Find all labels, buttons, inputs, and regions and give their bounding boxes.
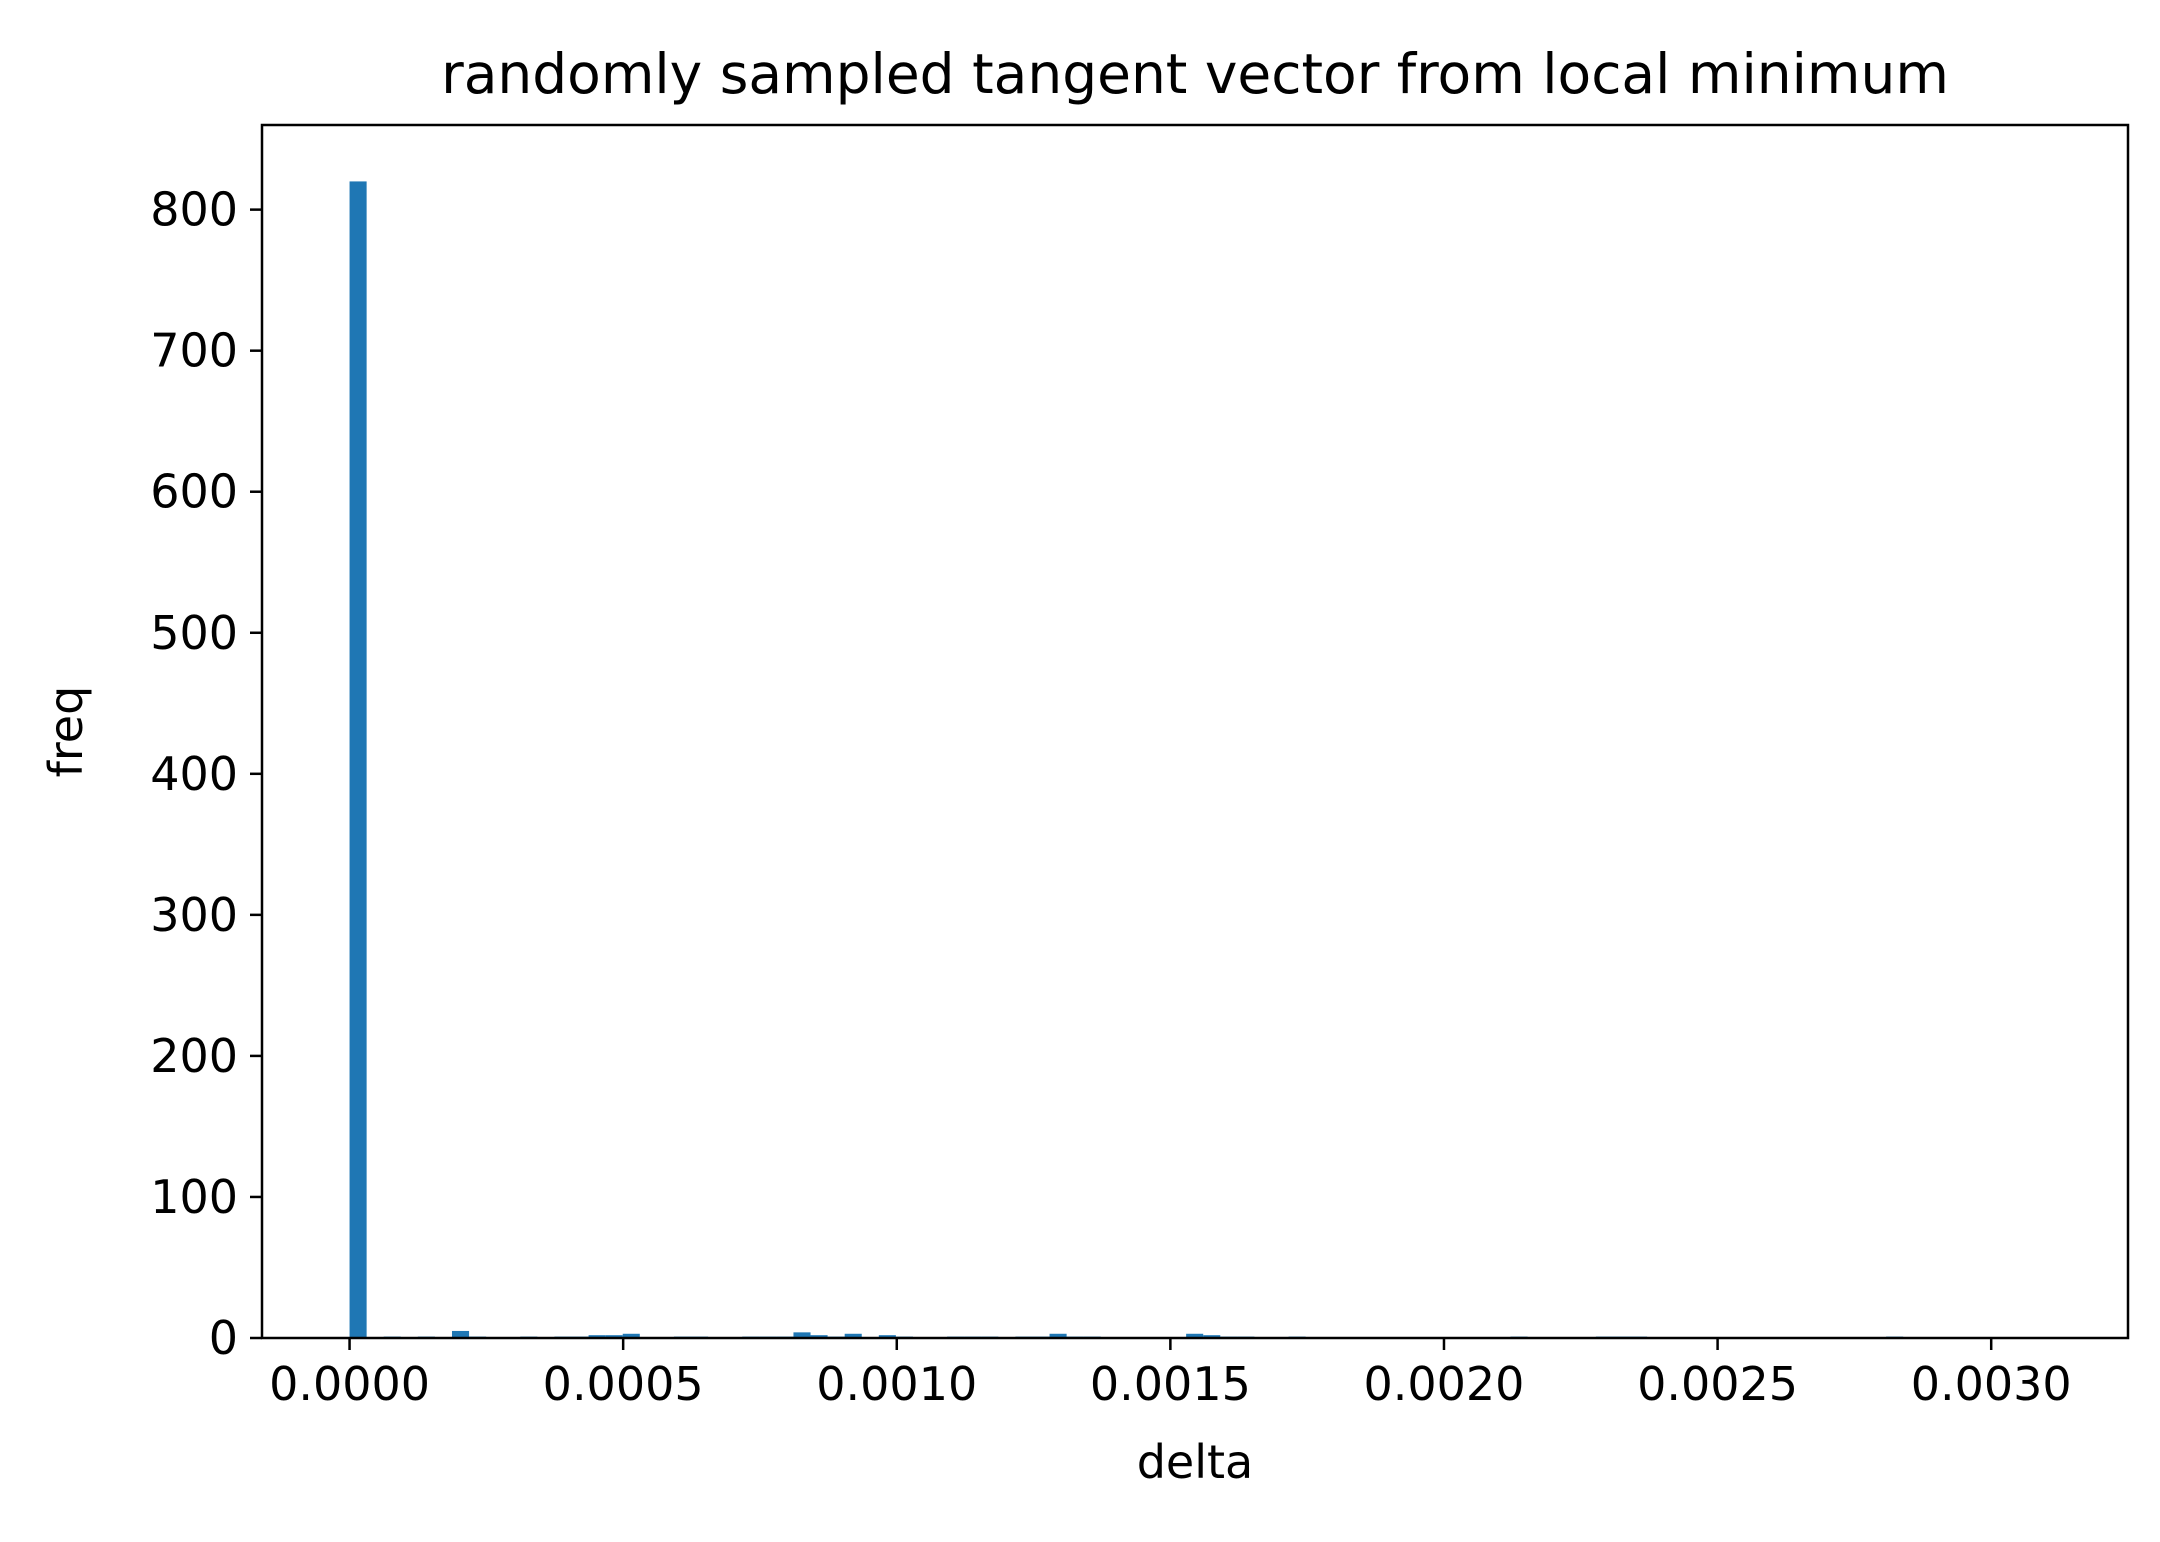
y-tick-label: 700 bbox=[150, 324, 238, 378]
x-tick-label: 0.0005 bbox=[543, 1357, 704, 1411]
x-tick-label: 0.0000 bbox=[269, 1357, 430, 1411]
y-axis-ticks: 0 100 200 300 400 500 600 700 800 bbox=[150, 183, 262, 1365]
histogram-bar bbox=[1049, 1333, 1067, 1338]
y-tick-label: 600 bbox=[150, 465, 238, 519]
y-tick-label: 400 bbox=[150, 747, 238, 801]
y-axis-label: freq bbox=[39, 686, 93, 778]
histogram-bar bbox=[793, 1332, 811, 1338]
x-tick-label: 0.0010 bbox=[816, 1357, 977, 1411]
y-tick-label: 200 bbox=[150, 1029, 238, 1083]
y-tick-label: 500 bbox=[150, 606, 238, 660]
histogram-bar bbox=[878, 1335, 896, 1338]
x-tick-label: 0.0015 bbox=[1090, 1357, 1251, 1411]
y-tick-label: 800 bbox=[150, 183, 238, 237]
x-tick-label: 0.0030 bbox=[1911, 1357, 2072, 1411]
axes-frame bbox=[260, 123, 2130, 1340]
histogram-bar bbox=[622, 1333, 640, 1338]
histogram-bar bbox=[1203, 1335, 1221, 1338]
x-tick-label: 0.0025 bbox=[1637, 1357, 1798, 1411]
chart-title: randomly sampled tangent vector from loc… bbox=[441, 42, 1949, 106]
y-tick-label: 0 bbox=[209, 1311, 238, 1365]
x-axis-ticks: 0.0000 0.0005 0.0010 0.0015 0.0020 0.0025 0.00… bbox=[269, 1338, 2072, 1411]
histogram-bar bbox=[451, 1330, 470, 1338]
histogram-bar bbox=[588, 1335, 606, 1338]
histogram-bar bbox=[349, 181, 367, 1339]
x-axis-label: delta bbox=[1137, 1435, 1254, 1489]
histogram-bar bbox=[810, 1335, 828, 1338]
histogram-bar bbox=[605, 1335, 623, 1338]
histogram-bar bbox=[844, 1333, 862, 1338]
y-tick-label: 300 bbox=[150, 888, 238, 942]
x-tick-label: 0.0020 bbox=[1363, 1357, 1524, 1411]
histogram-bar bbox=[1186, 1333, 1204, 1338]
y-tick-label: 100 bbox=[150, 1170, 238, 1224]
